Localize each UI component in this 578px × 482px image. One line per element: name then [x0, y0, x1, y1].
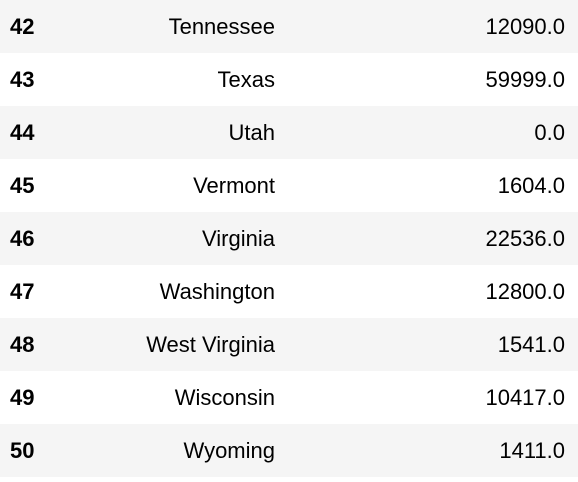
value-cell: 12800.0 — [485, 279, 565, 304]
table-row: 47 Washington 12800.0 — [0, 265, 578, 318]
state-cell: Texas — [217, 67, 275, 92]
row-index: 43 — [10, 67, 35, 92]
value-cell: 59999.0 — [485, 67, 565, 92]
value-cell: 1541.0 — [497, 332, 565, 357]
value-cell: 0.0 — [534, 120, 565, 145]
state-cell: Virginia — [202, 226, 275, 251]
row-index: 47 — [10, 279, 35, 304]
state-cell: Wyoming — [183, 438, 276, 463]
value-cell: 12090.0 — [485, 14, 565, 39]
state-cell: Tennessee — [168, 14, 275, 39]
table-row: 50 Wyoming 1411.0 — [0, 424, 578, 477]
row-index: 50 — [10, 438, 35, 463]
table-row: 48 West Virginia 1541.0 — [0, 318, 578, 371]
state-cell: Vermont — [193, 173, 275, 198]
row-index: 49 — [10, 385, 35, 410]
value-cell: 1411.0 — [499, 438, 565, 463]
table-row: 49 Wisconsin 10417.0 — [0, 371, 578, 424]
table-row: 43 Texas 59999.0 — [0, 53, 578, 106]
row-index: 46 — [10, 226, 35, 251]
table-row: 44 Utah 0.0 — [0, 106, 578, 159]
value-cell: 22536.0 — [485, 226, 565, 251]
table-row: 45 Vermont 1604.0 — [0, 159, 578, 212]
state-cell: Utah — [228, 120, 275, 145]
value-cell: 10417.0 — [485, 385, 565, 410]
table-row: 42 Tennessee 12090.0 — [0, 0, 578, 53]
state-cell: Wisconsin — [174, 385, 275, 410]
row-index: 45 — [10, 173, 35, 198]
state-cell: Washington — [159, 279, 275, 304]
row-index: 44 — [10, 120, 35, 145]
row-index: 48 — [10, 332, 35, 357]
state-cell: West Virginia — [146, 332, 275, 357]
table-row: 46 Virginia 22536.0 — [0, 212, 578, 265]
row-index: 42 — [10, 14, 35, 39]
value-cell: 1604.0 — [497, 173, 565, 198]
